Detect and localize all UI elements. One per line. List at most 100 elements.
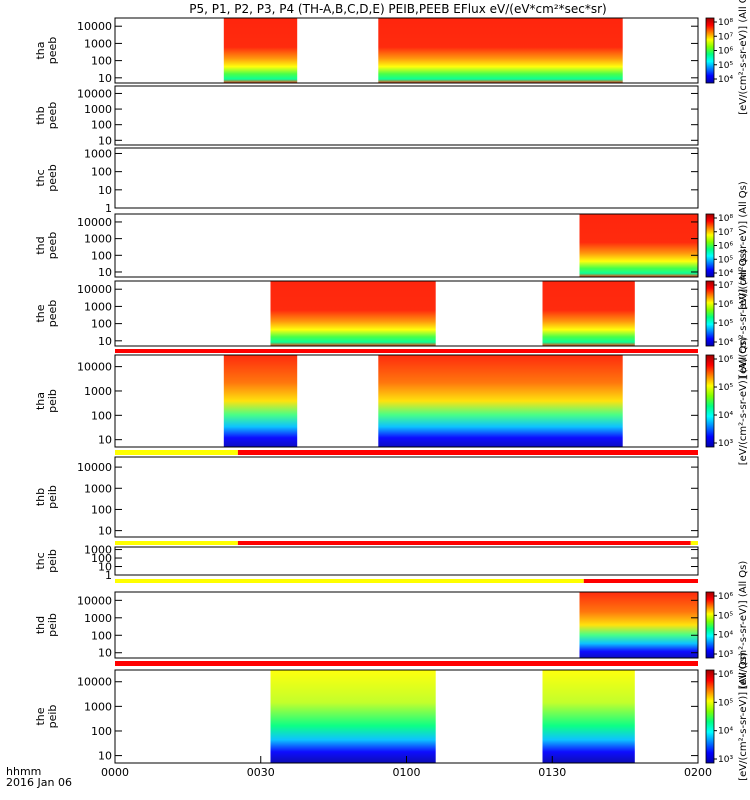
y-tick-label: 10 bbox=[98, 750, 112, 763]
panel-frame bbox=[114, 591, 699, 659]
colorbar-tick-label: 10⁷ bbox=[718, 228, 733, 238]
colorbar-scale bbox=[705, 669, 715, 764]
colorbar-scale bbox=[705, 17, 715, 84]
panel-thb-peeb: 10 100 1000 10000 thbpeeb bbox=[34, 85, 699, 147]
y-tick-label: 1000 bbox=[84, 147, 112, 160]
y-tick-label: 1000 bbox=[84, 544, 112, 557]
y-tick-label: 10000 bbox=[77, 676, 112, 689]
flux-block-tha-peeb-2 bbox=[378, 18, 623, 83]
colorbar-tick-label: 10⁶ bbox=[718, 242, 733, 252]
panel-the-peib: 10 100 1000 10000 thepeib 10³ 10⁴ 10⁵ 10⁶ [eV/(cm… bbox=[34, 652, 749, 781]
colorbar-scale bbox=[705, 280, 715, 347]
y-axis-label: thapeib bbox=[34, 389, 59, 413]
panel-thb-peib: 10 100 1000 10000 thbpeib bbox=[34, 456, 699, 538]
x-tick-label: 0100 bbox=[393, 766, 421, 779]
panel-tha-peib: 10 100 1000 10000 thapeib 10³ 10⁴ 10⁵ 10⁶ [eV/(cm… bbox=[34, 337, 749, 466]
y-tick-label: 10000 bbox=[77, 216, 112, 229]
colorbar-tick-label: 10⁵ bbox=[718, 698, 733, 708]
mode-bar-2 bbox=[115, 450, 698, 455]
y-tick-label: 100 bbox=[91, 409, 112, 422]
y-axis-label: thcpeeb bbox=[34, 164, 59, 192]
y-tick-label: 1000 bbox=[84, 612, 112, 625]
y-tick-label: 100 bbox=[91, 552, 112, 565]
panel-frame bbox=[114, 85, 699, 146]
colorbar-tick-label: 10⁵ bbox=[718, 611, 733, 621]
y-tick-label: 1000 bbox=[84, 103, 112, 116]
y-axis-label: thbpeeb bbox=[34, 102, 59, 130]
colorbar-tick-label: 10⁵ bbox=[718, 61, 733, 71]
mode-bar-stack bbox=[115, 349, 698, 666]
y-tick-label: 10 bbox=[98, 561, 112, 574]
colorbar-tick-label: 10⁷ bbox=[718, 32, 733, 42]
colorbar-tick-label: 10³ bbox=[718, 650, 733, 660]
colorbar-tick-label: 10⁴ bbox=[718, 727, 733, 737]
mode-bar-segment bbox=[115, 579, 584, 583]
flux-block-thd-peib-1 bbox=[579, 592, 698, 658]
y-tick-label: 100 bbox=[91, 55, 112, 68]
flux-block-tha-peeb-1 bbox=[223, 18, 298, 83]
colorbar-tick-label: 10⁴ bbox=[718, 269, 733, 279]
colorbar-tick-label: 10⁵ bbox=[718, 319, 733, 329]
mode-bar-segment bbox=[115, 541, 238, 545]
panel-the-peeb: 10 100 1000 10000 thepeeb 10⁴ 10⁵ 10⁶ 10⁷ [eV/(cm… bbox=[34, 249, 749, 378]
y-tick-label: 100 bbox=[91, 629, 112, 642]
colorbar-label: [eV/(cm²-s-sr-eV)] (All Qs) bbox=[738, 561, 749, 690]
panel-frame bbox=[114, 546, 699, 576]
colorbar-tick-label: 10⁸ bbox=[718, 214, 733, 224]
colorbar-tha-peeb: 10⁴ 10⁵ 10⁶ 10⁷ 10⁸ [eV/(cm²-s-sr-eV)] (All Q… bbox=[705, 0, 749, 115]
colorbar-label: [eV/(cm²-s-sr-eV)] (All Qs) bbox=[738, 0, 749, 115]
y-axis-label: thapeeb bbox=[34, 37, 59, 65]
time-label: hhmm bbox=[6, 765, 41, 778]
mode-bar-segment bbox=[115, 349, 698, 353]
colorbar-tick-label: 10⁸ bbox=[718, 18, 733, 28]
x-tick-label: 0200 bbox=[684, 766, 712, 779]
colorbar-tick-label: 10³ bbox=[718, 439, 733, 449]
colorbar-tick-label: 10⁴ bbox=[718, 411, 733, 421]
flux-block-the-peeb-1 bbox=[270, 281, 436, 346]
x-tick-label: 0030 bbox=[247, 766, 275, 779]
panel-thd-peeb: 10 100 1000 10000 thdpeeb 10⁴ 10⁵ 10⁶ 10⁷ 10⁸ [eV/… bbox=[34, 181, 749, 310]
panel-frame bbox=[114, 17, 699, 84]
colorbar-tick-label: 10⁶ bbox=[718, 300, 733, 310]
mode-bar-segment bbox=[115, 450, 238, 455]
chart-title: P5, P1, P2, P3, P4 (TH-A,B,C,D,E) PEIB,P… bbox=[189, 2, 606, 16]
panel-frame bbox=[114, 147, 699, 209]
y-axis-label: thdpeeb bbox=[34, 232, 59, 260]
colorbar-tick-label: 10⁵ bbox=[718, 383, 733, 393]
flux-block-the-peeb-2 bbox=[542, 281, 635, 346]
colorbar-thd-peib: 10³ 10⁴ 10⁵ 10⁶ [eV/(cm²-s-sr-eV)] (All Qs) bbox=[705, 561, 749, 690]
y-tick-label: 100 bbox=[91, 166, 112, 179]
y-tick-label: 10000 bbox=[77, 87, 112, 100]
y-axis-label: thepeeb bbox=[34, 300, 59, 328]
x-tick-label: 0000 bbox=[101, 766, 129, 779]
y-tick-label: 10 bbox=[98, 647, 112, 660]
colorbar-label: [eV/(cm²-s-sr-eV)] (All Qs) bbox=[738, 652, 749, 781]
colorbar-label: [eV/(cm²-s-sr-eV)] (All Qs) bbox=[738, 337, 749, 466]
y-tick-label: 10000 bbox=[77, 461, 112, 474]
colorbar-label: [eV/(cm²-s-sr-eV)] (All Qs) bbox=[738, 181, 749, 310]
colorbar-tick-label: 10³ bbox=[718, 755, 733, 765]
colorbar-tick-label: 10⁴ bbox=[718, 75, 733, 85]
mode-bar-4 bbox=[115, 579, 698, 583]
y-tick-label: 10 bbox=[98, 335, 112, 348]
mode-bar-segment bbox=[583, 579, 698, 583]
y-tick-label: 1000 bbox=[84, 37, 112, 50]
colorbar-tick-label: 10⁵ bbox=[718, 255, 733, 265]
flux-block-the-peib-2 bbox=[542, 670, 635, 763]
y-axis-label: thdpeib bbox=[34, 613, 59, 637]
panel-thd-peib: 10 100 1000 10000 thdpeib 10³ 10⁴ 10⁵ 10⁶ [eV/(cm… bbox=[34, 561, 749, 690]
y-tick-label: 1 bbox=[105, 202, 112, 215]
date-label: 2016 Jan 06 bbox=[6, 776, 72, 789]
mode-bar-1 bbox=[115, 349, 698, 353]
y-tick-label: 10000 bbox=[77, 361, 112, 374]
y-tick-label: 100 bbox=[91, 119, 112, 132]
y-tick-label: 10 bbox=[98, 134, 112, 147]
y-tick-label: 10000 bbox=[77, 283, 112, 296]
colorbar-tick-label: 10⁶ bbox=[718, 670, 733, 680]
colorbar-tick-label: 10⁶ bbox=[718, 355, 733, 365]
colorbar-tha-peib: 10³ 10⁴ 10⁵ 10⁶ [eV/(cm²-s-sr-eV)] (All Qs) bbox=[705, 337, 749, 466]
panel-tha-peeb: 10 100 1000 10000 thapeeb 10⁴ 10⁵ 10⁶ 10⁷ 10⁸ [eV/… bbox=[34, 0, 749, 115]
